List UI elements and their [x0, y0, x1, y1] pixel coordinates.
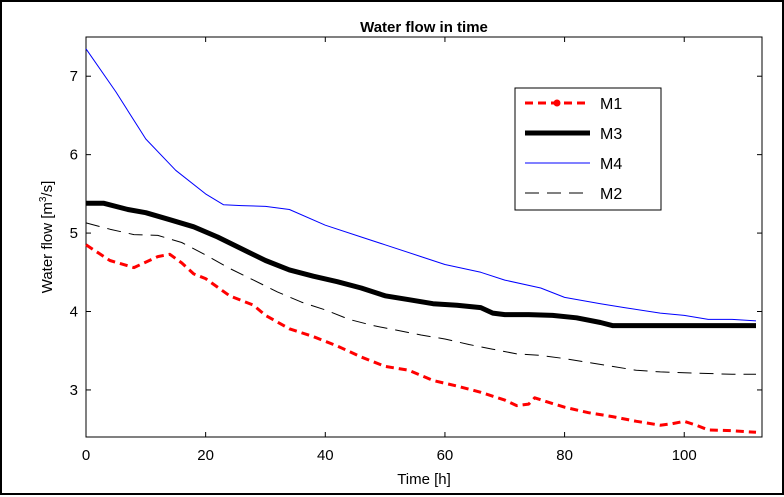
- x-tick-label: 80: [556, 447, 573, 464]
- legend-marker-m1: [553, 99, 561, 107]
- chart-title: Water flow in time: [360, 19, 488, 36]
- x-axis-label: Time [h]: [397, 471, 451, 488]
- series-line-m2: [85, 222, 756, 375]
- legend-label-m3: M3: [600, 126, 622, 143]
- series-line-m3: [86, 200, 756, 329]
- legend-label-m4: M4: [600, 156, 622, 173]
- legend-label-m2: M2: [600, 186, 622, 203]
- y-axis-label-tail: /s]: [39, 181, 56, 197]
- y-tick-label: 7: [70, 68, 78, 85]
- series-line-m4: [85, 48, 757, 322]
- x-tick-label: 40: [317, 447, 334, 464]
- y-tick-label: 3: [70, 382, 78, 399]
- y-tick-label: 6: [70, 147, 78, 164]
- x-tick-label: 0: [82, 447, 90, 464]
- x-tick-label: 100: [672, 447, 697, 464]
- axis-ticks: 0 20 40 60 80 100 3 4 5 6 7: [70, 37, 762, 464]
- y-axis-label: Water flow [m3/s]: [38, 181, 56, 294]
- y-tick-label: 5: [70, 225, 78, 242]
- x-tick-label: 60: [437, 447, 454, 464]
- series-line-m1: [85, 243, 757, 434]
- y-axis-label-sup: 3: [38, 196, 49, 202]
- legend: M1 M3 M4 M2: [514, 87, 662, 211]
- y-tick-label: 4: [70, 304, 78, 321]
- series-lines: [85, 48, 757, 434]
- y-axis-label-base: Water flow [m: [39, 202, 56, 293]
- x-tick-label: 20: [197, 447, 214, 464]
- legend-label-m1: M1: [600, 96, 622, 113]
- legend-box: [514, 87, 662, 211]
